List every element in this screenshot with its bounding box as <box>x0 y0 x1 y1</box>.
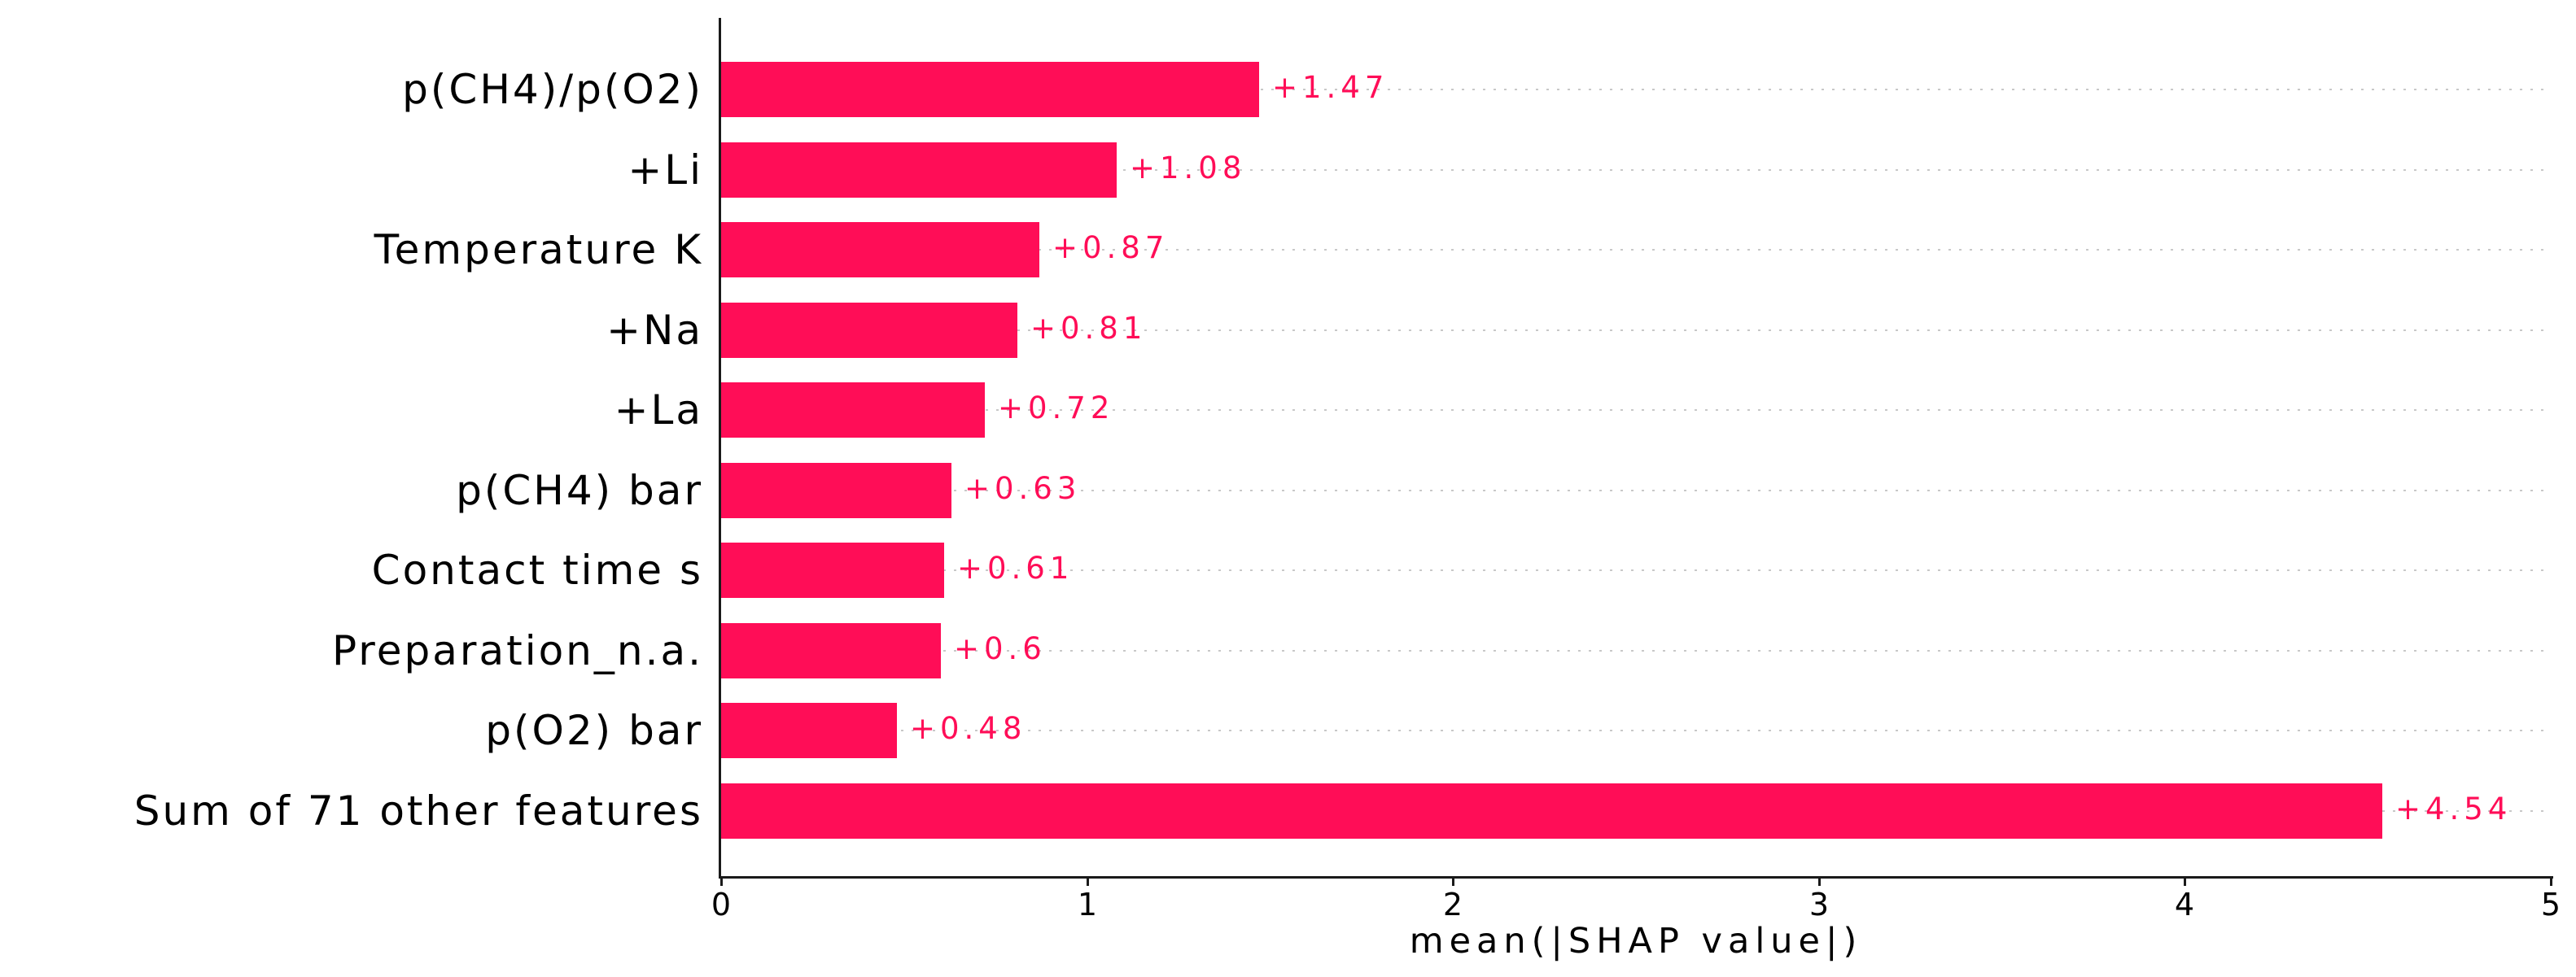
x-tick-mark <box>1818 879 1821 886</box>
feature-label: +Li <box>628 146 703 194</box>
bar <box>721 382 985 438</box>
feature-label: +La <box>614 386 703 434</box>
row-gridline <box>721 249 2551 251</box>
bar <box>721 623 941 678</box>
bar-value-label: +0.61 <box>957 551 1074 586</box>
feature-label: +Na <box>606 307 703 354</box>
row-gridline <box>721 650 2551 652</box>
row-gridline <box>721 730 2551 731</box>
bar-value-label: +0.48 <box>910 711 1027 746</box>
bar <box>721 222 1039 277</box>
feature-label: Preparation_n.a. <box>332 627 703 674</box>
row-gridline <box>721 490 2551 491</box>
row-gridline <box>721 329 2551 331</box>
bar <box>721 303 1017 358</box>
feature-label: Contact time s <box>371 547 703 594</box>
bar-value-label: +0.72 <box>998 390 1115 425</box>
x-tick-label: 2 <box>1442 887 1463 922</box>
row-gridline <box>721 569 2551 571</box>
x-tick-mark <box>1087 879 1089 886</box>
x-tick-mark <box>1452 879 1454 886</box>
bar-value-label: +1.08 <box>1130 150 1247 185</box>
x-tick-mark <box>2550 879 2552 886</box>
x-tick-label: 0 <box>711 887 732 922</box>
bar-value-label: +1.47 <box>1272 70 1389 105</box>
bar-value-label: +0.6 <box>954 631 1047 666</box>
x-tick-mark <box>2184 879 2186 886</box>
row-gridline <box>721 89 2551 90</box>
x-tick-label: 5 <box>2540 887 2561 922</box>
x-tick-label: 3 <box>1808 887 1830 922</box>
feature-label: p(CH4) bar <box>456 467 703 514</box>
bar <box>721 142 1117 198</box>
bar <box>721 703 897 758</box>
x-tick-mark <box>720 879 723 886</box>
row-gridline <box>721 409 2551 411</box>
bar-value-label: +0.63 <box>964 471 1082 506</box>
feature-label: p(O2) bar <box>485 707 703 754</box>
bar <box>721 62 1259 117</box>
bar <box>721 783 2382 839</box>
feature-label: p(CH4)/p(O2) <box>402 66 703 113</box>
x-axis-title: mean(|SHAP value|) <box>1409 921 1863 962</box>
bar-value-label: +4.54 <box>2395 792 2513 827</box>
bar <box>721 463 951 518</box>
bar-value-label: +0.87 <box>1052 230 1170 265</box>
x-axis-line <box>719 876 2553 879</box>
x-tick-label: 1 <box>1077 887 1098 922</box>
bar-value-label: +0.81 <box>1030 311 1148 346</box>
y-axis-spine <box>719 18 721 879</box>
feature-label: Sum of 71 other features <box>133 787 703 835</box>
bar <box>721 543 944 598</box>
x-tick-label: 4 <box>2174 887 2195 922</box>
feature-label: Temperature K <box>374 226 703 273</box>
row-gridline <box>721 169 2551 171</box>
